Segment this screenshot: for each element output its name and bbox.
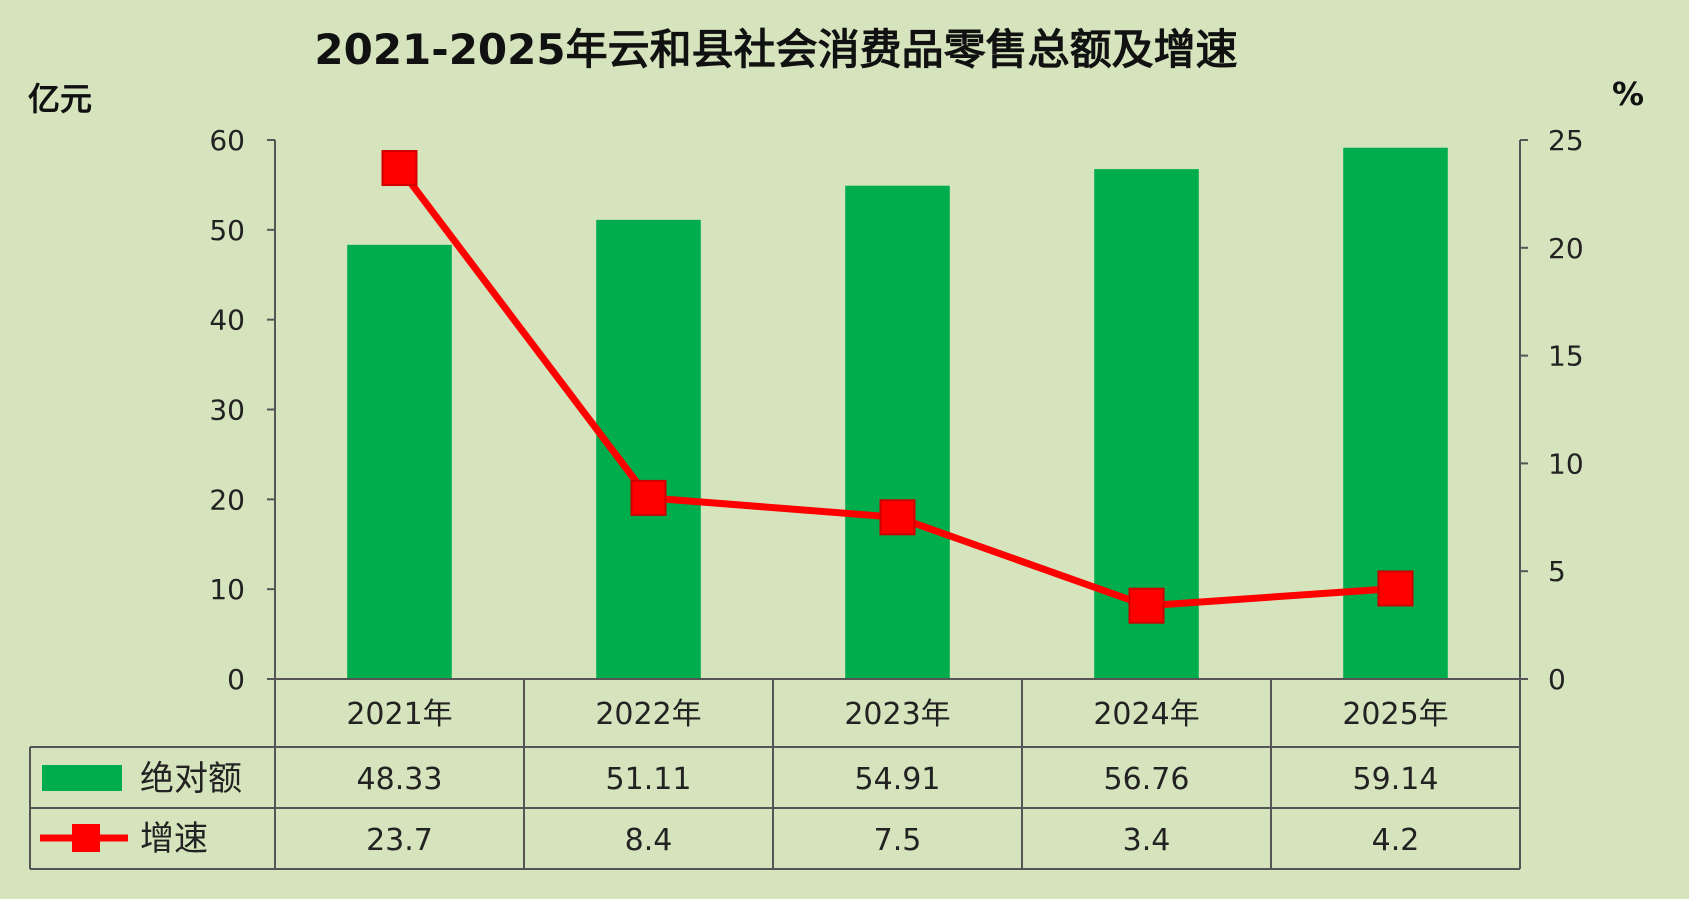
growth-marker-2023年: [879, 499, 916, 536]
table-cell-bar-value: 54.91: [855, 762, 941, 797]
right-tick-label: 15: [1548, 340, 1584, 373]
category-label: 2021年: [346, 697, 452, 732]
table-cell-bar-value: 51.11: [606, 762, 692, 797]
right-tick-label: 20: [1548, 232, 1584, 265]
left-tick-label: 60: [209, 124, 245, 157]
table-cell-growth-value: 4.2: [1372, 823, 1420, 858]
right-tick-label: 10: [1548, 447, 1584, 480]
bar-2021年: [347, 244, 452, 679]
right-tick-label: 0: [1548, 663, 1566, 696]
category-label: 2025年: [1342, 697, 1448, 732]
growth-marker-2021年: [381, 150, 418, 187]
right-tick-label: 5: [1548, 555, 1566, 588]
bar-2023年: [845, 185, 950, 680]
right-axis-unit: %: [1612, 75, 1644, 113]
table-cell-bar-value: 56.76: [1104, 762, 1190, 797]
right-tick-label: 25: [1548, 124, 1584, 157]
left-tick-label: 40: [209, 304, 245, 337]
table-cell-growth-value: 3.4: [1123, 823, 1171, 858]
growth-marker-2025年: [1377, 570, 1414, 607]
table-cell-bar-value: 59.14: [1353, 762, 1439, 797]
table-cell-growth-value: 23.7: [366, 823, 433, 858]
category-label: 2022年: [595, 697, 701, 732]
legend-bar-key: [42, 765, 122, 791]
left-tick-label: 20: [209, 483, 245, 516]
legend-label-bar: 绝对额: [140, 759, 242, 799]
table-cell-bar-value: 48.33: [357, 762, 443, 797]
table-cell-growth-value: 8.4: [625, 823, 673, 858]
plot-area: 0 10 20 30 40 50 60 0 5 10 15 20 25 2021年 48.33 23.7 202…: [29, 124, 1584, 870]
left-axis-unit: 亿元: [28, 80, 92, 118]
chart-title: 2021-2025年云和县社会消费品零售总额及增速: [314, 25, 1237, 74]
left-tick-label: 10: [209, 573, 245, 606]
left-tick-label: 50: [209, 214, 245, 247]
left-tick-label: 30: [209, 394, 245, 427]
legend-label-line: 增速: [140, 819, 208, 859]
table-cell-growth-value: 7.5: [874, 823, 922, 858]
left-tick-label: 0: [227, 663, 245, 696]
growth-marker-2024年: [1128, 587, 1165, 624]
growth-marker-2022年: [630, 479, 667, 516]
legend-line-marker: [72, 824, 100, 852]
category-label: 2024年: [1093, 697, 1199, 732]
category-label: 2023年: [844, 697, 950, 732]
